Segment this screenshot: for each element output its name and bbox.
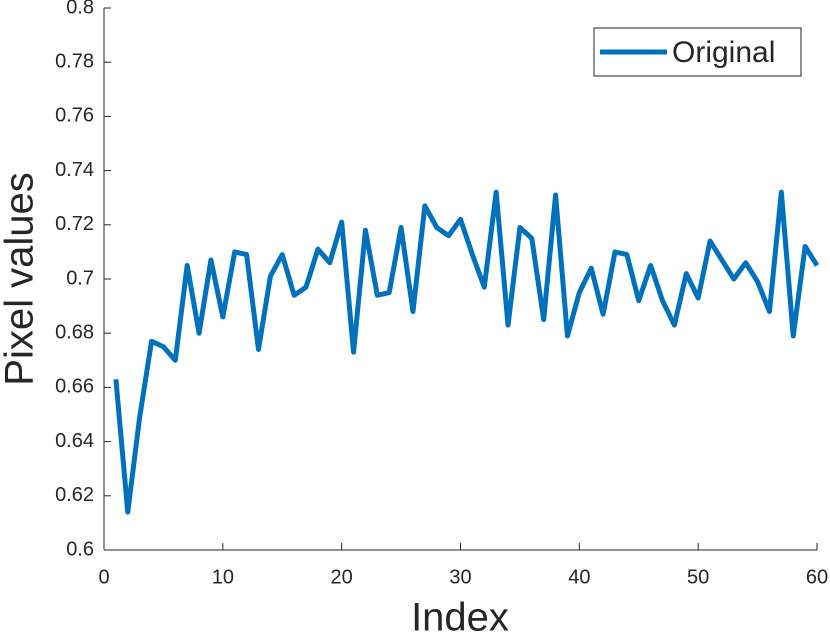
x-tick-label: 30 <box>449 566 471 588</box>
y-tick-label: 0.66 <box>55 376 94 398</box>
y-tick-label: 0.6 <box>66 538 94 560</box>
y-tick-label: 0.72 <box>55 213 94 235</box>
legend-label: Original <box>672 36 775 69</box>
x-axis-label: Index <box>411 596 509 638</box>
y-tick-label: 0.68 <box>55 321 94 343</box>
y-tick-label: 0.64 <box>55 430 94 452</box>
y-axis-label: Pixel values <box>0 172 42 385</box>
y-tick-label: 0.74 <box>55 159 94 181</box>
y-tick-label: 0.7 <box>66 267 94 289</box>
x-tick-label: 60 <box>806 566 828 588</box>
data-line <box>113 189 820 515</box>
y-tick-label: 0.8 <box>66 0 94 18</box>
y-tick-label: 0.62 <box>55 484 94 506</box>
x-tick-label: 10 <box>212 566 234 588</box>
x-tick-label: 40 <box>568 566 590 588</box>
y-tick-label: 0.76 <box>55 105 94 127</box>
x-tick-label: 0 <box>98 566 109 588</box>
x-tick-label: 20 <box>331 566 353 588</box>
y-tick-label: 0.78 <box>55 50 94 72</box>
x-tick-label: 50 <box>687 566 709 588</box>
